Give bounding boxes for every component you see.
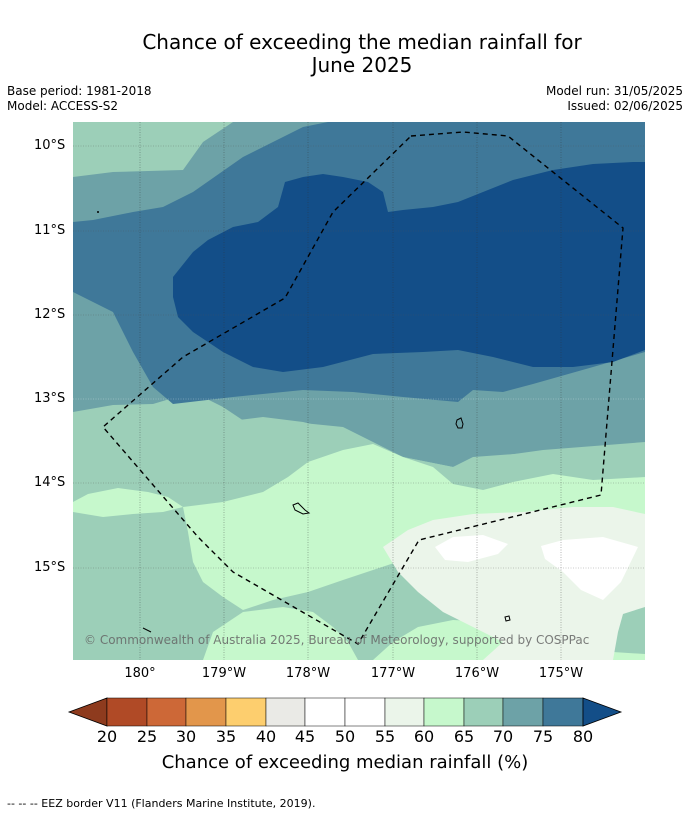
island-wallis [455, 417, 464, 429]
lon-label-176w: 176°W [454, 666, 500, 681]
model-name: Model: ACCESS-S2 [7, 99, 119, 113]
colorbar-bin-65-70 [463, 697, 504, 727]
colorbar-tick-60: 60 [413, 727, 435, 746]
lat-label-13s: 13°S [34, 391, 66, 406]
colorbar-title: Chance of exceeding median rainfall (%) [161, 752, 529, 773]
colorbar-extend-high [582, 697, 623, 727]
colorbar-bin-35-40 [225, 697, 267, 727]
colorbar-bin-75-80 [542, 697, 584, 727]
colorbar-bin-55-60 [384, 697, 425, 727]
contour-60-65 [183, 444, 645, 610]
lat-label-11s: 11°S [34, 223, 66, 238]
contour-80-plus [173, 162, 645, 372]
colorbar-bin-45-50 [304, 697, 346, 727]
lon-label-177w: 177°W [370, 666, 416, 681]
island-small-1 [504, 615, 511, 622]
colorbar-extend-low [67, 697, 108, 727]
lat-label-14s: 14°S [34, 475, 66, 490]
colorbar-bin-60-65 [423, 697, 465, 727]
island-small-3 [97, 211, 99, 213]
colorbar-tick-75: 75 [532, 727, 554, 746]
meta-left: Base period: 1981-2018 Model: ACCESS-S2 [7, 84, 152, 114]
colorbar-bin-20-25 [106, 697, 148, 727]
colorbar-tick-40: 40 [255, 727, 277, 746]
colorbar-bin-25-30 [146, 697, 187, 727]
map-title-line1: Chance of exceeding the median rainfall … [142, 30, 582, 54]
map-canvas [73, 122, 645, 660]
colorbar-tick-30: 30 [175, 727, 197, 746]
colorbar-bin-40-45 [265, 697, 306, 727]
colorbar-tick-20: 20 [96, 727, 118, 746]
colorbar-tick-70: 70 [492, 727, 514, 746]
colorbar-bin-70-75 [502, 697, 544, 727]
meta-right: Model run: 31/05/2025 Issued: 02/06/2025 [546, 84, 683, 114]
base-period: Base period: 1981-2018 [7, 84, 152, 98]
lon-label-175w: 175°W [538, 666, 584, 681]
eez-border [102, 131, 624, 645]
lat-label-12s: 12°S [34, 307, 66, 322]
lon-label-179w: 179°W [201, 666, 247, 681]
lat-label-15s: 15°S [34, 560, 66, 575]
contour-50-55-a [435, 535, 508, 562]
map-title: Chance of exceeding the median rainfall … [0, 31, 690, 77]
colorbar-tick-25: 25 [136, 727, 158, 746]
lat-label-10s: 10°S [34, 138, 66, 153]
lon-label-178w: 178°W [285, 666, 331, 681]
lon-label-180: 180° [124, 666, 156, 681]
island-small-2 [142, 627, 152, 633]
contour-60-65-left [73, 488, 183, 517]
colorbar-tick-50: 50 [334, 727, 356, 746]
rainfall-map[interactable] [73, 122, 645, 660]
colorbar-tick-80: 80 [572, 727, 594, 746]
issued-date: Issued: 02/06/2025 [567, 99, 683, 113]
copyright-notice: © Commonwealth of Australia 2025, Bureau… [84, 633, 590, 647]
lat-gridlines [73, 145, 645, 569]
eez-footnote: -- -- -- EEZ border V11 (Flanders Marine… [7, 797, 316, 810]
island-futuna [292, 502, 311, 515]
colorbar-tick-65: 65 [453, 727, 475, 746]
colorbar-bin-50-55 [344, 697, 386, 727]
colorbar-bin-30-35 [185, 697, 227, 727]
colorbar-tick-45: 45 [294, 727, 316, 746]
contour-50-55-b [541, 537, 638, 600]
colorbar-tick-35: 35 [215, 727, 237, 746]
lon-gridlines [139, 122, 562, 660]
map-title-line2: June 2025 [311, 53, 413, 77]
colorbar-tick-55: 55 [374, 727, 396, 746]
contour-60-65-bottom [203, 607, 358, 660]
model-run: Model run: 31/05/2025 [545, 84, 683, 98]
